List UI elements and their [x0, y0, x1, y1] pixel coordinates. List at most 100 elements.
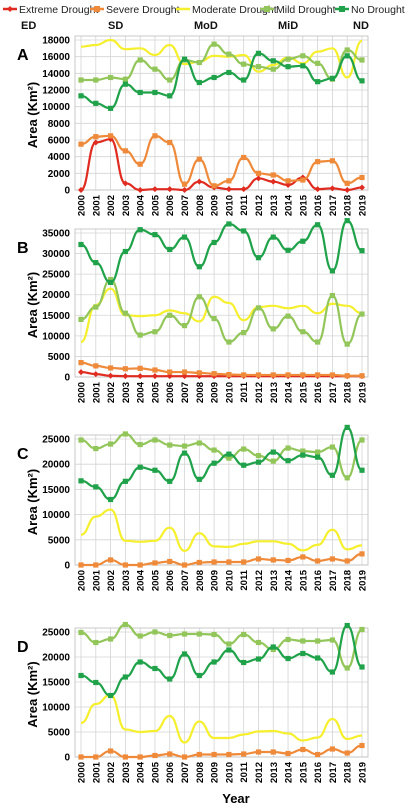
y-tick-label: 15000: [42, 311, 70, 322]
data-point: [329, 185, 336, 192]
data-point: [285, 655, 291, 662]
data-point: [78, 93, 84, 99]
data-point: [344, 187, 351, 193]
data-point: [107, 105, 114, 111]
y-tick-label: 0: [64, 753, 70, 764]
data-point: [211, 631, 217, 638]
data-point: [196, 59, 202, 66]
x-tick-label: 2000: [77, 195, 88, 216]
data-point: [255, 64, 262, 70]
series-severe-drought: [78, 133, 365, 189]
x-tick-label: 2011: [239, 194, 250, 215]
data-point: [167, 246, 173, 253]
data-point: [122, 478, 128, 484]
data-point: [107, 372, 114, 379]
legend-abbreviation: ND: [353, 20, 369, 32]
x-tick-label: 2015: [298, 381, 309, 403]
data-point: [270, 326, 276, 332]
x-tick-label: 2008: [195, 195, 206, 216]
data-point: [300, 177, 306, 183]
y-axis-title: Area (Km²): [25, 661, 40, 727]
x-tick-label: 2010: [224, 195, 235, 216]
panel-d: 0 5000 10000 15000 20000 25000 2000 2001 2002 200…: [17, 621, 369, 783]
x-tick-label: 2005: [150, 569, 161, 591]
data-point: [196, 294, 202, 300]
chart-panels: 0 2000 4000 6000 8000 10000 12000 14000 16000 180…: [17, 36, 369, 784]
x-tick-label: 2009: [210, 195, 221, 216]
data-point: [152, 89, 158, 96]
data-point: [137, 332, 143, 338]
x-tick-label: 2009: [210, 382, 221, 403]
data-point: [241, 751, 247, 757]
plot-frame: [74, 35, 369, 191]
data-point: [329, 444, 336, 450]
data-point: [137, 754, 143, 760]
data-point: [300, 650, 306, 657]
data-point: [107, 692, 114, 699]
y-tick-label: 5000: [48, 728, 71, 739]
legend-label: Severe Drought: [106, 4, 180, 16]
x-tick-label: 2014: [284, 194, 295, 216]
series-severe-drought: [78, 551, 365, 568]
data-point: [285, 458, 291, 464]
data-point: [196, 631, 202, 637]
x-tick-label: 2019: [358, 570, 369, 591]
data-point: [78, 187, 84, 193]
legend-item-moderate-drought: Moderate Drought MoD: [176, 4, 277, 32]
x-tick-label: 2019: [358, 195, 369, 216]
data-point: [93, 562, 99, 568]
data-point: [344, 424, 350, 431]
data-point: [211, 460, 217, 466]
x-tick-label: 2002: [106, 382, 117, 403]
data-point: [196, 79, 202, 86]
legend-item-no-drought: No Drought ND: [335, 4, 405, 32]
data-point: [137, 373, 144, 380]
data-point: [137, 365, 143, 371]
y-tick-label: 18000: [42, 36, 70, 47]
data-point: [167, 312, 173, 318]
x-tick-label: 2003: [121, 195, 132, 216]
panel-a: 0 2000 4000 6000 8000 10000 12000 14000 16000 180…: [17, 36, 369, 217]
data-point: [241, 462, 247, 468]
x-tick-label: 2017: [328, 195, 339, 216]
x-tick-label: 2007: [180, 762, 191, 783]
x-tick-label: 2013: [269, 570, 280, 591]
data-point: [329, 637, 336, 643]
data-point: [315, 79, 321, 85]
data-point: [107, 496, 114, 503]
data-point: [211, 239, 217, 246]
x-tick-label: 2009: [210, 570, 221, 591]
data-point: [93, 100, 99, 106]
data-point: [181, 187, 188, 193]
x-tick-label: 2001: [91, 569, 102, 591]
y-tick-label: 10000: [42, 102, 70, 113]
x-tick-label: 2007: [180, 195, 191, 216]
data-point: [196, 156, 202, 162]
legend-abbreviation: MiD: [278, 20, 298, 32]
data-point: [359, 311, 365, 317]
x-tick-label: 2018: [343, 570, 354, 591]
x-tick-label: 2000: [77, 762, 88, 783]
data-point: [329, 75, 336, 81]
y-tick-label: 0: [64, 373, 70, 384]
x-tick-label: 2002: [106, 195, 117, 216]
y-tick-label: 15000: [42, 485, 70, 496]
legend: Extreme Drought ED Severe Drought SD Moderat…: [3, 4, 405, 32]
y-tick-label: 10000: [42, 703, 70, 714]
x-axis-title: Year: [222, 791, 249, 806]
data-point: [107, 441, 114, 447]
data-point: [285, 445, 291, 451]
data-point: [122, 81, 128, 87]
data-point: [344, 53, 350, 59]
data-point: [92, 139, 99, 146]
data-point: [93, 134, 99, 140]
y-tick-label: 10000: [42, 331, 70, 342]
data-point: [315, 159, 321, 165]
data-point: [314, 186, 321, 193]
data-point: [344, 750, 350, 756]
data-point: [344, 373, 350, 379]
y-tick-label: 5000: [48, 535, 71, 546]
data-point: [181, 234, 188, 240]
data-point: [359, 373, 365, 379]
y-tick-label: 0: [64, 186, 70, 197]
